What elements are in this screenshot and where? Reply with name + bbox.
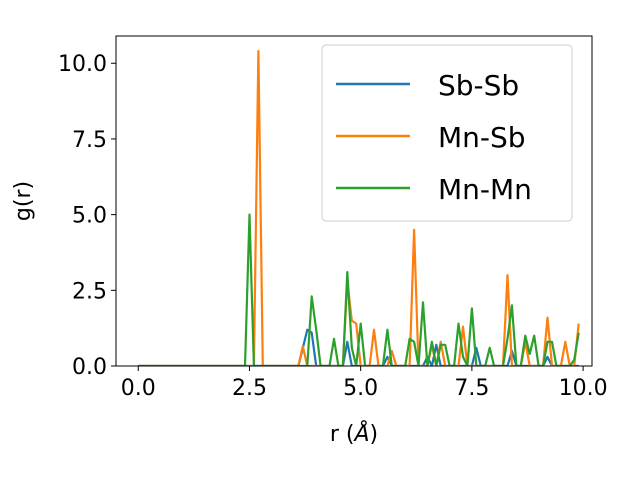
x-tick-label: 0.0 — [121, 376, 156, 401]
x-tick-label: 7.5 — [454, 376, 489, 401]
x-tick-label: 5.0 — [343, 376, 378, 401]
x-tick-label: 10.0 — [559, 376, 608, 401]
x-tick-label: 2.5 — [232, 376, 267, 401]
legend-label: Mn-Sb — [438, 121, 526, 154]
y-tick-label: 0.0 — [72, 355, 107, 380]
y-tick-label: 10.0 — [58, 52, 107, 77]
legend-label: Mn-Mn — [438, 173, 532, 206]
y-tick-label: 7.5 — [72, 128, 107, 153]
y-tick-label: 2.5 — [72, 279, 107, 304]
legend-label: Sb-Sb — [438, 69, 519, 102]
series-line-mn-mn — [138, 213, 580, 366]
y-axis-ticks: 0.0 2.5 5.0 7.5 10.0 — [58, 52, 116, 380]
plot-frame — [115, 35, 593, 367]
x-axis-ticks: 0.0 2.5 5.0 7.5 10.0 — [121, 366, 608, 401]
legend-box — [321, 44, 573, 222]
legend: Sb-Sb Mn-Sb Mn-Mn — [321, 44, 573, 222]
y-tick-label: 5.0 — [72, 204, 107, 229]
y-axis-label: g(r) — [11, 181, 36, 221]
x-axis-label: r (Å) — [330, 420, 378, 447]
series-layer — [138, 49, 580, 366]
